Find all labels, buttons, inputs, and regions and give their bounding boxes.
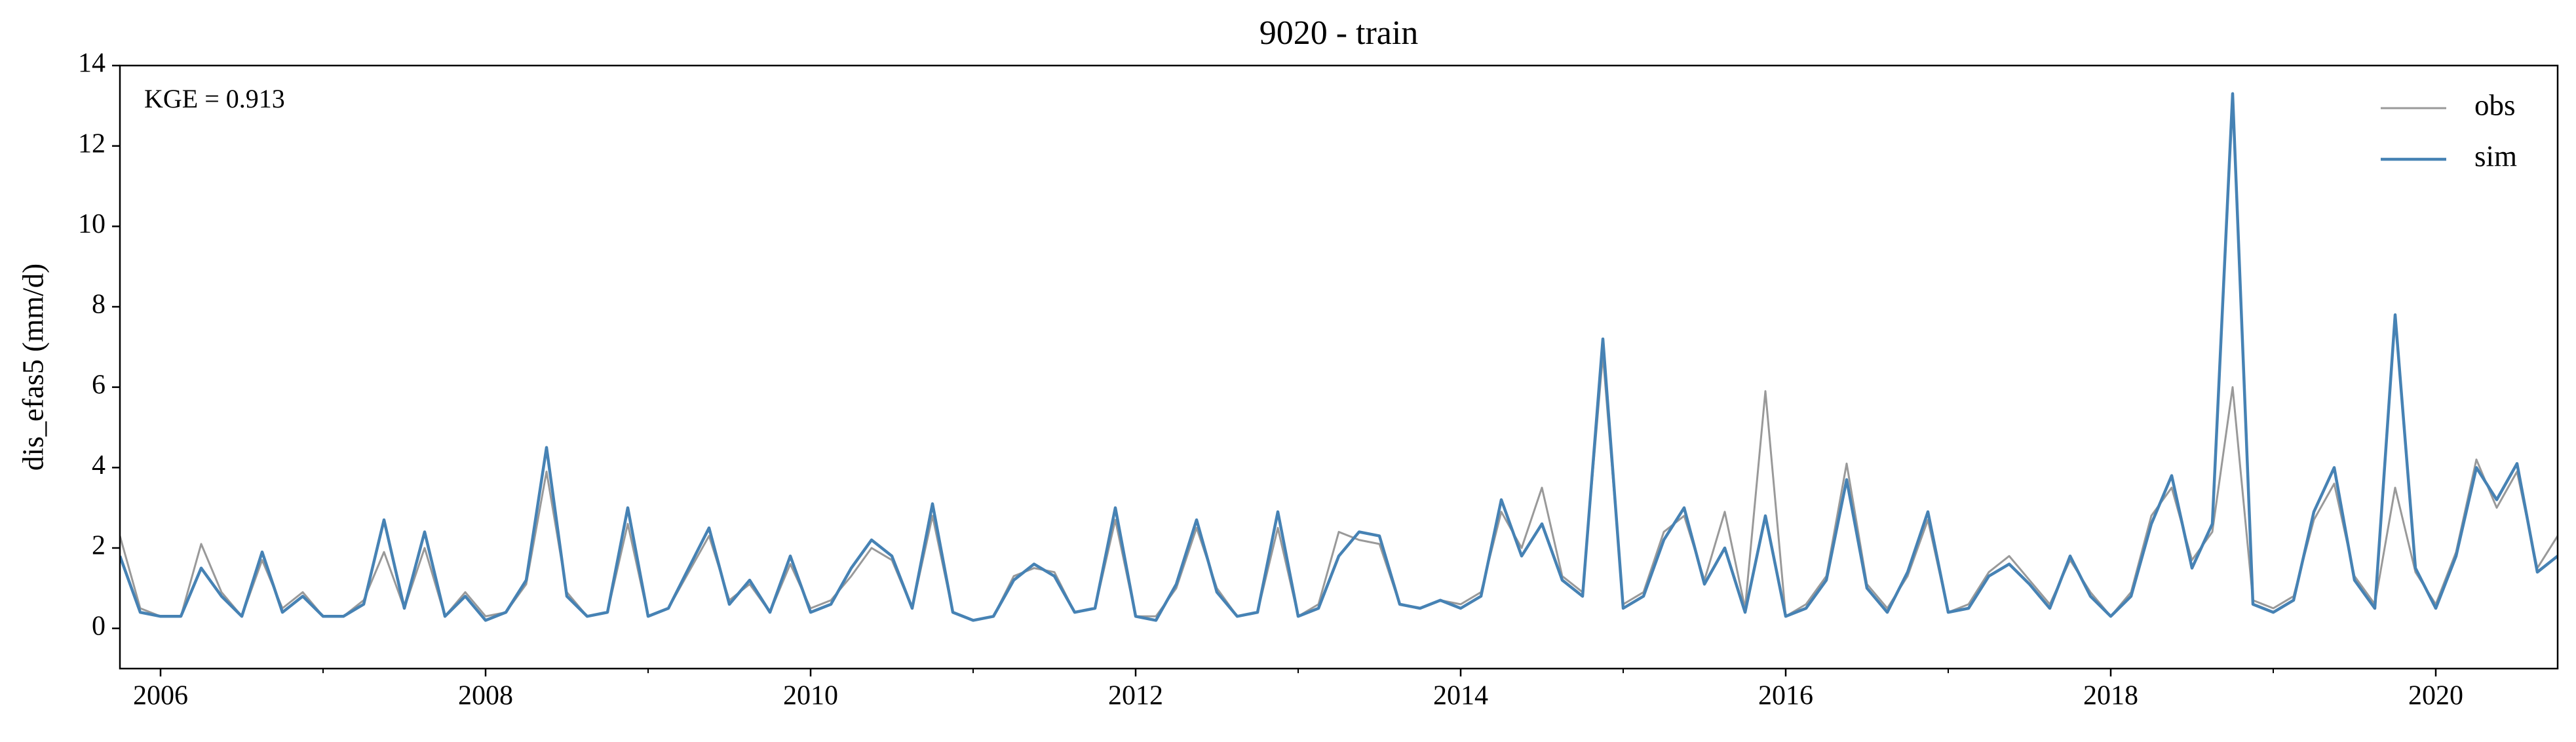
y-tick-label: 12 — [78, 128, 106, 159]
chart-title: 9020 - train — [1259, 14, 1419, 52]
y-tick-label: 0 — [92, 611, 106, 641]
axes-frame — [119, 64, 2559, 670]
x-tick-label: 2014 — [1433, 681, 1488, 711]
x-tick-label: 2010 — [783, 681, 838, 711]
y-tick-label: 8 — [92, 290, 106, 320]
y-tick-label: 10 — [78, 209, 106, 239]
x-tick-label: 2008 — [458, 681, 513, 711]
x-tick-label: 2012 — [1108, 681, 1163, 711]
y-tick-label: 6 — [92, 370, 106, 400]
x-tick-label: 2020 — [2408, 681, 2463, 711]
y-tick-label: 14 — [78, 49, 106, 79]
series-line — [120, 354, 2558, 621]
y-axis-label: dis_efas5 (mm/d) — [16, 264, 49, 471]
x-tick-label: 2018 — [2083, 681, 2138, 711]
legend-label: obs — [2474, 88, 2516, 121]
x-tick-label: 2006 — [133, 681, 188, 711]
plot-area — [120, 92, 2558, 622]
y-tick-label: 2 — [92, 531, 106, 561]
legend-label: sim — [2474, 140, 2517, 172]
x-tick-label: 2016 — [1758, 681, 1813, 711]
y-tick-label: 4 — [92, 450, 106, 480]
series-line — [120, 92, 2558, 622]
annotation: KGE = 0.913 — [144, 84, 285, 113]
